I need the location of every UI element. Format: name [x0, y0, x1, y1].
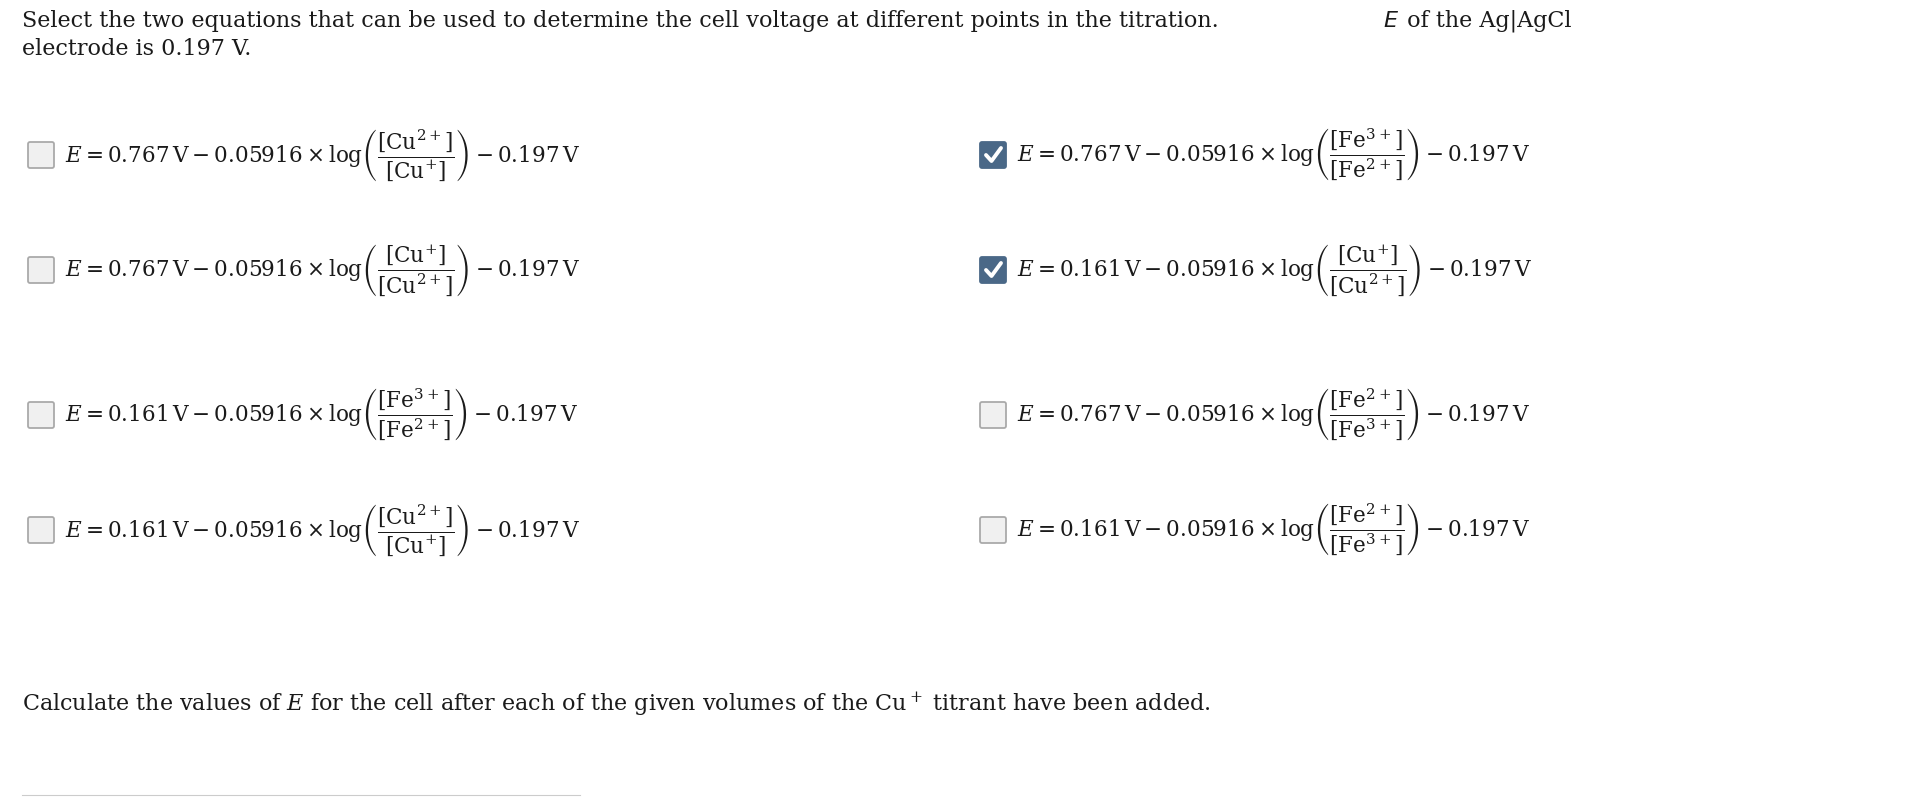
- FancyBboxPatch shape: [29, 517, 54, 543]
- FancyBboxPatch shape: [979, 402, 1006, 428]
- Text: $E = 0.767\,\mathrm{V} - 0.05916 \times \log\!\left(\dfrac{[\mathrm{Fe}^{3+}]}{[: $E = 0.767\,\mathrm{V} - 0.05916 \times …: [1017, 127, 1529, 183]
- Text: electrode is 0.197 V.: electrode is 0.197 V.: [21, 38, 252, 60]
- FancyBboxPatch shape: [979, 142, 1006, 168]
- Text: Select the two equations that can be used to determine the cell voltage at diffe: Select the two equations that can be use…: [21, 10, 1225, 32]
- Text: $E = 0.767\,\mathrm{V} - 0.05916 \times \log\!\left(\dfrac{[\mathrm{Fe}^{2+}]}{[: $E = 0.767\,\mathrm{V} - 0.05916 \times …: [1017, 387, 1529, 444]
- Text: of the Ag|AgCl: of the Ag|AgCl: [1400, 10, 1571, 33]
- FancyBboxPatch shape: [29, 257, 54, 283]
- Text: $E = 0.767\,\mathrm{V} - 0.05916 \times \log\!\left(\dfrac{[\mathrm{Cu}^{2+}]}{[: $E = 0.767\,\mathrm{V} - 0.05916 \times …: [65, 128, 579, 183]
- FancyBboxPatch shape: [29, 402, 54, 428]
- FancyBboxPatch shape: [979, 517, 1006, 543]
- Text: $E = 0.767\,\mathrm{V} - 0.05916 \times \log\!\left(\dfrac{[\mathrm{Cu}^{+}]}{[\: $E = 0.767\,\mathrm{V} - 0.05916 \times …: [65, 242, 579, 298]
- Text: Calculate the values of $E$ for the cell after each of the given volumes of the : Calculate the values of $E$ for the cell…: [21, 690, 1210, 719]
- FancyBboxPatch shape: [979, 257, 1006, 283]
- Text: $E = 0.161\,\mathrm{V} - 0.05916 \times \log\!\left(\dfrac{[\mathrm{Cu}^{2+}]}{[: $E = 0.161\,\mathrm{V} - 0.05916 \times …: [65, 502, 579, 557]
- FancyBboxPatch shape: [29, 142, 54, 168]
- Text: $E$: $E$: [1383, 10, 1398, 32]
- Text: $E = 0.161\,\mathrm{V} - 0.05916 \times \log\!\left(\dfrac{[\mathrm{Fe}^{3+}]}{[: $E = 0.161\,\mathrm{V} - 0.05916 \times …: [65, 387, 579, 444]
- Text: $E = 0.161\,\mathrm{V} - 0.05916 \times \log\!\left(\dfrac{[\mathrm{Fe}^{2+}]}{[: $E = 0.161\,\mathrm{V} - 0.05916 \times …: [1017, 502, 1529, 558]
- Text: $E = 0.161\,\mathrm{V} - 0.05916 \times \log\!\left(\dfrac{[\mathrm{Cu}^{+}]}{[\: $E = 0.161\,\mathrm{V} - 0.05916 \times …: [1017, 242, 1531, 298]
